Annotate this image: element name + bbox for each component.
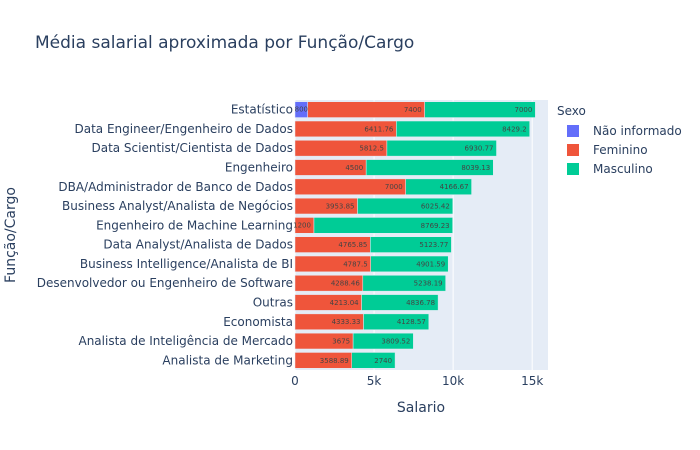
legend-swatch (567, 125, 579, 137)
bar-data-label: 3588.89 (320, 357, 349, 365)
bar-data-label: 7400 (404, 106, 422, 114)
bar-data-label: 6025.42 (421, 203, 450, 211)
y-tick-label: Analista de Marketing (162, 353, 293, 367)
y-tick-label: Business Analyst/Analista de Negócios (62, 199, 293, 213)
bar-data-label: 1200 (293, 222, 311, 230)
y-tick-label: Analista de Inteligência de Mercado (78, 334, 293, 348)
bar-data-label: 4128.57 (397, 318, 426, 326)
chart-title: Média salarial aproximada por Função/Car… (35, 33, 415, 53)
bar-data-label: 4288.46 (331, 280, 360, 288)
bar-data-label: 4213.04 (330, 299, 359, 307)
bar-segment (424, 101, 536, 118)
y-tick-label: Engenheiro (225, 161, 293, 175)
legend-label: Feminino (593, 143, 648, 157)
legend: Sexo Não informado Feminino Masculino (557, 104, 682, 176)
bar-data-label: 4836.78 (406, 299, 435, 307)
bar-labels: 800 7400 7000 6411.76 8429.2 5812.5 6930.77 450… (293, 105, 532, 364)
bar-data-label: 4787.5 (343, 260, 368, 268)
bar-data-label: 4901.59 (416, 260, 445, 268)
y-tick-label: Estatístico (231, 103, 293, 117)
bar-data-label: 4500 (345, 164, 363, 172)
x-tick-label: 15k (521, 374, 543, 388)
y-tick-label: DBA/Administrador de Banco de Dados (58, 180, 293, 194)
bar-segment (370, 236, 452, 253)
bar-data-label: 800 (295, 105, 308, 113)
bar-data-label: 5812.5 (359, 145, 384, 153)
y-tick-label: Engenheiro de Machine Learning (96, 218, 293, 232)
x-tick-label: 5k (367, 374, 382, 388)
bar-data-label: 5123.77 (419, 241, 448, 249)
bar-data-label: 3809.52 (381, 338, 410, 346)
legend-swatch (567, 144, 579, 156)
bar-data-label: 6930.77 (465, 145, 494, 153)
x-axis-title: Salario (397, 400, 445, 416)
y-tick-label: Economista (223, 315, 293, 329)
y-axis-title: Função/Cargo (3, 187, 19, 283)
legend-label: Masculino (593, 162, 653, 176)
legend-title: Sexo (557, 104, 586, 118)
bar-data-label: 4333.33 (332, 318, 361, 326)
bar-segment (396, 120, 530, 138)
y-tick-label: Data Engineer/Engenheiro de Dados (74, 122, 293, 136)
x-tick-labels: 0 5k 10k 15k (291, 374, 543, 388)
bar-segment (357, 197, 454, 215)
bar-data-label: 8429.2 (502, 125, 527, 133)
legend-label: Não informado (593, 124, 682, 138)
bar-data-label: 7000 (515, 106, 533, 114)
bar-segment (365, 159, 494, 176)
bars (294, 101, 536, 369)
y-tick-label: Outras (253, 296, 293, 310)
bar-data-label: 5238.19 (414, 280, 443, 288)
bar-segment (386, 140, 497, 157)
bar-data-label: 7000 (385, 183, 403, 191)
bar-segment (405, 178, 472, 195)
bar-data-label: 4166.67 (440, 183, 469, 191)
y-tick-label: Data Analyst/Analista de Dados (103, 238, 293, 252)
x-tick-label: 10k (442, 374, 464, 388)
bar-segment (352, 332, 414, 350)
bar-data-label: 8039.13 (461, 164, 490, 172)
bar-segment (351, 352, 396, 369)
bar-data-label: 8769.23 (421, 222, 450, 230)
bar-segment (313, 217, 453, 234)
bar-segment (363, 313, 430, 330)
legend-swatch (567, 163, 579, 175)
bar-segment (362, 275, 446, 292)
x-tick-label: 0 (291, 374, 299, 388)
bar-data-label: 2740 (374, 357, 392, 365)
y-tick-labels: Estatístico Data Engineer/Engenheiro de D… (37, 103, 293, 368)
y-tick-label: Data Scientist/Cientista de Dados (91, 141, 293, 155)
y-tick-label: Business Intelligence/Analista de BI (80, 257, 293, 271)
bar-data-label: 6411.76 (364, 125, 393, 133)
y-tick-label: Desenvolvedor ou Engenheiro de Software (37, 276, 293, 290)
bar-data-label: 3953.85 (326, 203, 355, 211)
bar-data-label: 4765.85 (338, 241, 367, 249)
bar-segment (370, 255, 449, 273)
bar-data-label: 3675 (332, 338, 350, 346)
bar-segment (361, 294, 439, 311)
